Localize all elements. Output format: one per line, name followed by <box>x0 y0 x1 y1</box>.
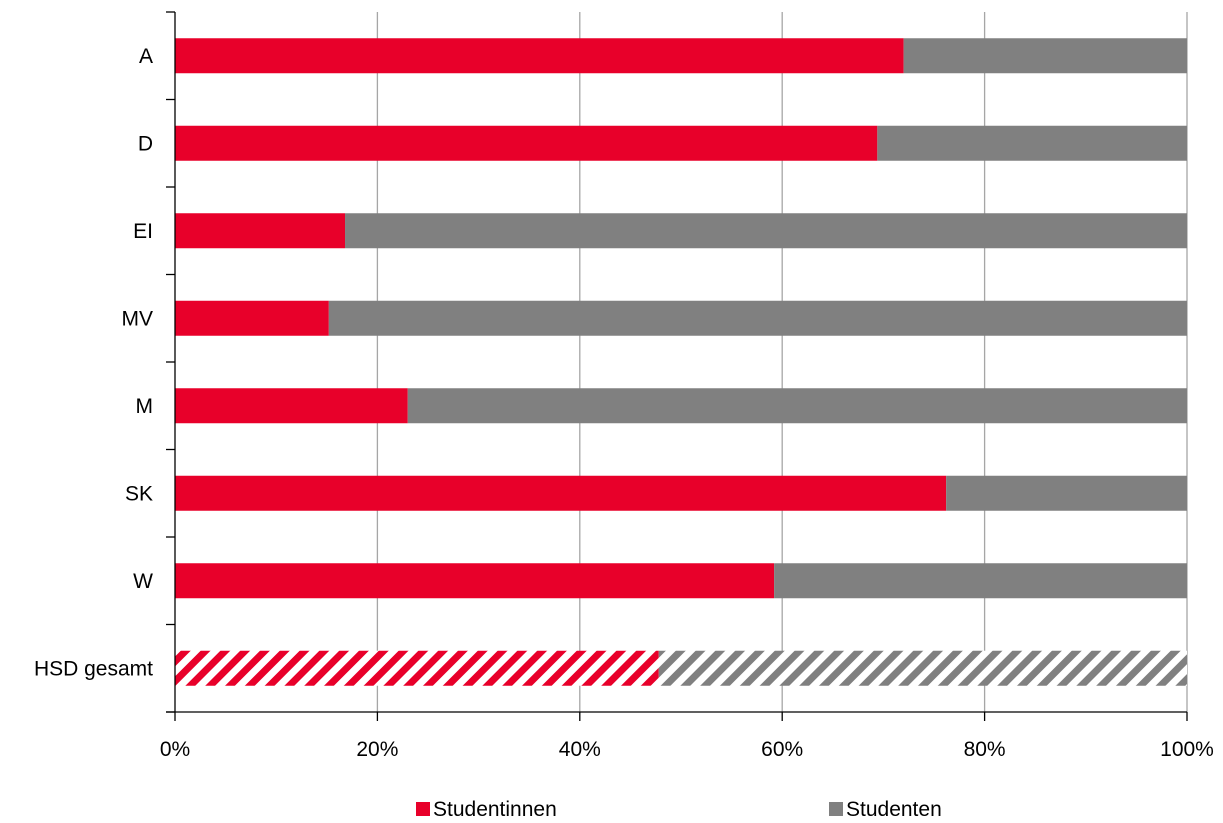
x-tick-label: 60% <box>761 738 803 761</box>
category-label: SK <box>125 482 153 505</box>
bar-studenten-a <box>903 38 1187 74</box>
bar-studentinnen-hsd-gesamt <box>175 650 659 686</box>
x-tick-label: 100% <box>1160 738 1214 761</box>
legend-swatch-studenten <box>829 802 843 816</box>
bar-studenten-d <box>877 125 1187 161</box>
x-tick-label: 40% <box>559 738 601 761</box>
bar-studenten-w <box>774 563 1187 599</box>
category-label: D <box>138 132 153 155</box>
bar-studentinnen-m <box>175 388 408 424</box>
category-label: A <box>139 45 153 68</box>
bar-studenten-ei <box>345 213 1187 249</box>
bar-studentinnen-mv <box>175 300 329 336</box>
bar-studenten-m <box>407 388 1187 424</box>
bar-studenten-sk <box>946 475 1187 511</box>
bar-studenten-hsd-gesamt <box>658 650 1187 686</box>
bar-studentinnen-d <box>175 125 878 161</box>
bars <box>175 38 1188 686</box>
bar-studenten-mv <box>328 300 1188 336</box>
legend-label-studenten: Studenten <box>846 798 942 821</box>
category-label: HSD gesamt <box>34 657 153 680</box>
category-label: W <box>133 570 153 593</box>
x-tick-label: 0% <box>160 738 190 761</box>
legend: Studentinnen Studenten <box>416 798 942 821</box>
axes <box>166 11 1188 721</box>
category-label: M <box>136 395 154 418</box>
bar-studentinnen-w <box>175 563 775 599</box>
x-tick-label: 80% <box>964 738 1006 761</box>
category-label: EI <box>133 220 153 243</box>
bar-studentinnen-ei <box>175 213 346 249</box>
category-labels: A D EI MV M SK W HSD gesamt <box>34 45 153 681</box>
x-tick-labels: 0% 20% 40% 60% 80% 100% <box>160 738 1214 761</box>
gridlines <box>376 12 1188 712</box>
legend-label-studentinnen: Studentinnen <box>433 798 557 821</box>
bar-studentinnen-a <box>175 38 904 74</box>
legend-swatch-studentinnen <box>416 802 430 816</box>
x-tick-label: 20% <box>356 738 398 761</box>
bar-studentinnen-sk <box>175 475 947 511</box>
category-label: MV <box>122 307 154 330</box>
